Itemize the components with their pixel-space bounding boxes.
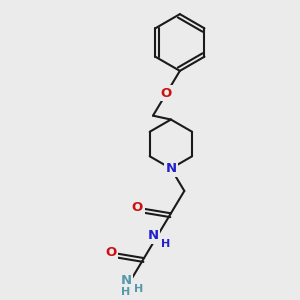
Text: H: H	[134, 284, 144, 294]
Text: H: H	[122, 287, 131, 297]
Text: N: N	[165, 162, 176, 175]
Text: H: H	[161, 239, 170, 249]
Text: O: O	[132, 201, 143, 214]
Text: N: N	[147, 229, 158, 242]
Text: O: O	[105, 246, 116, 259]
Text: N: N	[121, 274, 132, 287]
Text: O: O	[161, 87, 172, 100]
